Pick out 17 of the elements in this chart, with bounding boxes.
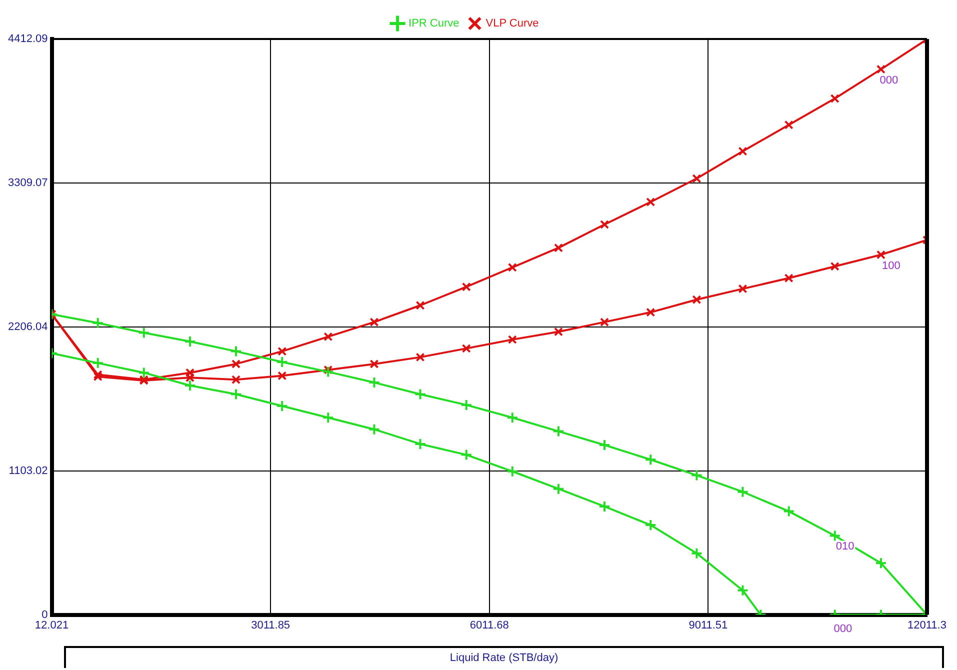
y-tick-label: 3309.07 — [8, 176, 48, 189]
annotation: 100 — [882, 260, 900, 272]
legend-label: VLP Curve — [486, 18, 539, 30]
legend-label: IPR Curve — [408, 18, 460, 30]
x-tick-label: 12011.3 — [908, 619, 946, 632]
x-axis-title: Liquid Rate (STB/day) — [64, 646, 944, 668]
y-tick-label: 2206.04 — [8, 320, 48, 333]
x-tick-label: 12.021 — [34, 619, 69, 632]
annotation: 000 — [834, 622, 852, 635]
x-tick-label: 6011.68 — [470, 619, 509, 632]
annotation: 000 — [880, 74, 898, 86]
annotation: 010 — [836, 540, 854, 553]
y-tick-label: 0 — [42, 608, 48, 621]
y-tick-label: 1103.02 — [8, 464, 48, 477]
y-tick-label: 4412.09 — [8, 33, 48, 46]
x-tick-label: 3011.85 — [251, 619, 290, 632]
x-tick-label: 9011.51 — [688, 619, 728, 632]
